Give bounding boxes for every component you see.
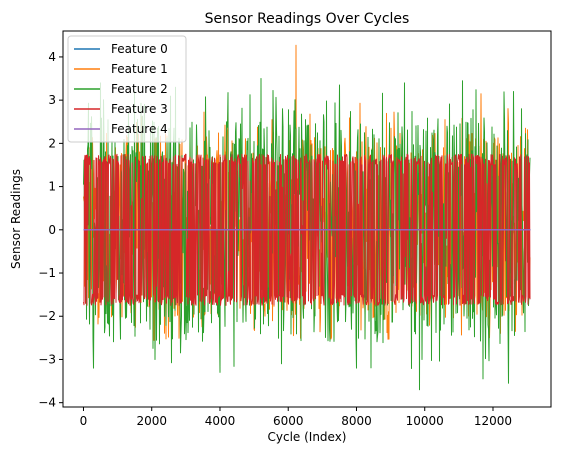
legend-label-feature-0: Feature 0: [111, 42, 168, 56]
y-tick-label: 0: [48, 223, 56, 237]
x-tick-label: 10000: [406, 414, 444, 428]
legend-label-feature-2: Feature 2: [111, 82, 168, 96]
y-tick-label: 2: [48, 136, 56, 150]
series-line-feature-3: [83, 153, 531, 306]
x-tick-label: 12000: [474, 414, 512, 428]
x-tick-label: 0: [80, 414, 88, 428]
legend-label-feature-3: Feature 3: [111, 102, 168, 116]
y-tick-label: 3: [48, 93, 56, 107]
y-tick-label: −1: [38, 266, 56, 280]
x-tick-label: 8000: [341, 414, 372, 428]
chart-title: Sensor Readings Over Cycles: [205, 11, 410, 27]
x-axis: 0 2000 4000 6000 8000 10000 12000: [80, 407, 512, 428]
y-tick-label: 1: [48, 180, 56, 194]
y-axis: −4 −3 −2 −1 0 1 2 3 4: [38, 50, 63, 410]
y-tick-label: 4: [48, 50, 56, 64]
legend-label-feature-4: Feature 4: [111, 122, 168, 136]
x-tick-label: 2000: [136, 414, 167, 428]
y-axis-label: Sensor Readings: [9, 169, 23, 269]
legend-box: [67, 35, 187, 143]
legend-label-feature-1: Feature 1: [111, 62, 168, 76]
y-tick-label: −2: [38, 309, 56, 323]
x-axis-label: Cycle (Index): [267, 430, 346, 444]
series-layer: [83, 44, 531, 391]
y-tick-label: −3: [38, 352, 56, 366]
x-tick-label: 4000: [205, 414, 236, 428]
legend: Feature 0 Feature 1 Feature 2 Feature 3 Feat…: [67, 35, 187, 143]
plot-frame: [62, 30, 552, 408]
y-tick-label: −4: [38, 396, 56, 410]
x-tick-label: 6000: [273, 414, 304, 428]
